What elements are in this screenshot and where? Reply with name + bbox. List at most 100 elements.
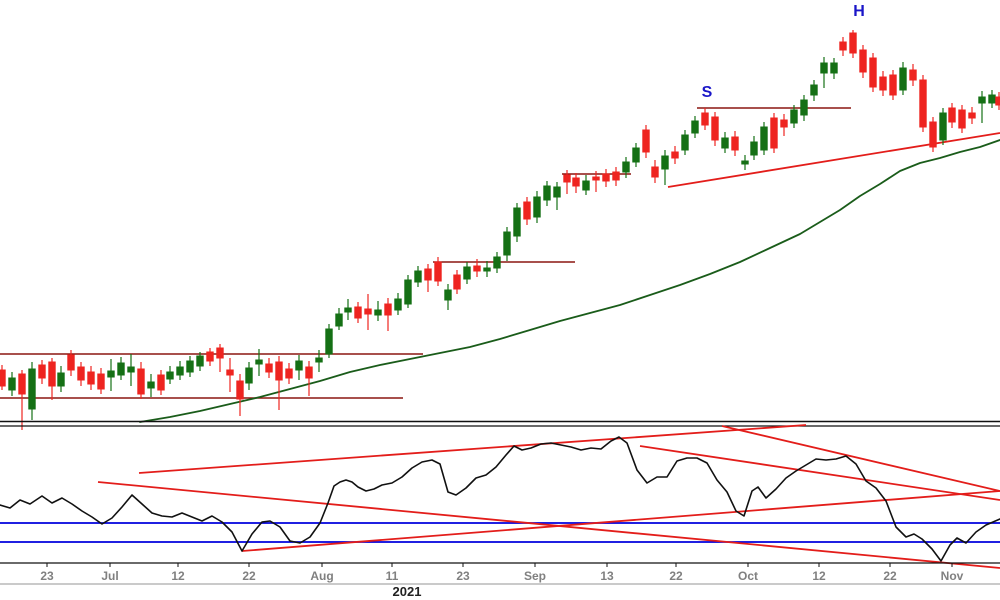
candle-body-up <box>543 185 551 201</box>
candle-body-down <box>869 57 877 88</box>
x-axis-label: 11 <box>386 569 399 583</box>
candle-body-up <box>176 366 184 376</box>
x-axis-label: Sep <box>524 569 546 583</box>
x-axis-label: Nov <box>941 569 964 583</box>
x-axis-label: 22 <box>883 569 897 583</box>
candle-body-up <box>295 360 303 371</box>
x-axis-label: Aug <box>310 569 333 583</box>
candlestick-series <box>0 30 1000 430</box>
candle-body-down <box>780 119 788 128</box>
candle-body-down <box>434 261 442 282</box>
x-axis-label: Jul <box>101 569 118 583</box>
candle-body-down <box>157 374 165 391</box>
trendline-neckline <box>667 132 1000 188</box>
candle-body-down <box>889 74 897 96</box>
candle-body-down <box>265 363 273 373</box>
candle-body-up <box>196 355 204 367</box>
candle-body-down <box>354 306 362 319</box>
candle-body-down <box>701 112 709 126</box>
candle-body-down <box>275 361 283 381</box>
price-panel[interactable] <box>0 107 1000 423</box>
x-axis-year-label: 2021 <box>393 584 422 599</box>
x-axis-label: 12 <box>812 569 826 583</box>
candle-body-up <box>8 377 16 391</box>
candle-body-up <box>750 141 758 156</box>
candle-body-up <box>186 360 194 373</box>
candle-body-up <box>315 357 323 363</box>
candle-body-up <box>57 372 65 387</box>
candle-body-up <box>503 231 511 256</box>
oscillator-trendline-long-rising-support <box>241 490 1000 552</box>
candle-body-down <box>18 373 26 395</box>
x-axis-label: 22 <box>669 569 683 583</box>
candle-body-up <box>444 289 452 301</box>
candle-body-down <box>731 136 739 151</box>
candle-body-down <box>453 274 461 290</box>
candle-body-up <box>810 84 818 96</box>
candle-body-down <box>879 76 887 91</box>
candle-body-down <box>97 373 105 390</box>
candle-body-down <box>77 366 85 381</box>
candle-body-down <box>424 268 432 281</box>
candle-body-down <box>285 368 293 379</box>
candle-body-down <box>0 369 6 387</box>
candle-body-up <box>800 99 808 116</box>
oscillator-panel[interactable] <box>0 424 1000 569</box>
oscillator-trendline-gentle-decline <box>639 445 1000 501</box>
pattern-annotations: SH <box>702 3 865 101</box>
candle-body-down <box>572 177 580 187</box>
candle-body-up <box>553 186 561 198</box>
candle-body-up <box>721 137 729 149</box>
candle-body-up <box>374 309 382 316</box>
candle-body-down <box>929 121 937 148</box>
candle-body-down <box>948 107 956 123</box>
candle-body-up <box>166 371 174 380</box>
candle-body-up <box>899 67 907 91</box>
candle-body-up <box>533 196 541 218</box>
candle-body-down <box>137 368 145 395</box>
candle-body-up <box>820 62 828 74</box>
oscillator-trendline-wedge-upper-rising <box>138 424 807 474</box>
candle-body-up <box>127 366 135 373</box>
candle-body-up <box>939 112 947 141</box>
candle-body-up <box>463 266 471 280</box>
x-axis-label: 23 <box>40 569 54 583</box>
head-label: H <box>853 3 865 20</box>
candle-body-down <box>958 109 966 129</box>
x-axis: 23 Jul 12 22 Aug 11 23 Sep 13 22 Oct 12 22 Nov 2021 <box>0 562 1000 599</box>
x-axis-label: 23 <box>456 569 470 583</box>
candle-body-down <box>67 354 75 371</box>
candle-body-up <box>830 62 838 74</box>
candle-body-down <box>206 351 214 362</box>
moving-average-line <box>139 139 1000 423</box>
candle-body-down <box>236 380 244 400</box>
candle-body-down <box>859 49 867 73</box>
candle-body-up <box>245 367 253 384</box>
candle-body-up <box>681 134 689 151</box>
candle-body-down <box>642 129 650 153</box>
candle-body-up <box>790 109 798 124</box>
candle-body-up <box>582 180 590 191</box>
candle-body-down <box>216 347 224 359</box>
candle-body-down <box>473 265 481 272</box>
candle-body-up <box>414 270 422 283</box>
candle-body-up <box>107 370 115 378</box>
candle-body-up <box>513 207 521 237</box>
candle-body-up <box>28 368 36 410</box>
candle-body-down <box>38 364 46 379</box>
candle-body-down <box>226 369 234 376</box>
oscillator-trendline-apex-decline <box>721 425 1000 492</box>
oscillator-trendline-broad-decline <box>97 481 1000 569</box>
candle-body-down <box>968 112 976 119</box>
x-axis-label: 13 <box>600 569 614 583</box>
candle-body-up <box>760 126 768 151</box>
candle-body-down <box>592 176 600 181</box>
candle-body-up <box>978 96 986 104</box>
x-axis-label: Oct <box>738 569 758 583</box>
x-axis-label: 22 <box>242 569 256 583</box>
oscillator-line <box>0 436 1000 562</box>
candle-body-up <box>741 160 749 165</box>
candle-body-down <box>651 166 659 178</box>
